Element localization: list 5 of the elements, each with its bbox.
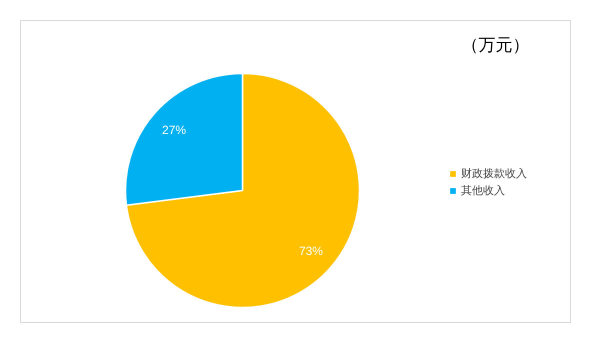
legend-label: 财政拨款收入 bbox=[461, 166, 527, 181]
chart-title: （万元） bbox=[462, 36, 530, 56]
data-label: 73% bbox=[298, 244, 324, 258]
legend-label: 其他收入 bbox=[461, 183, 505, 198]
data-label: 27% bbox=[162, 123, 186, 138]
